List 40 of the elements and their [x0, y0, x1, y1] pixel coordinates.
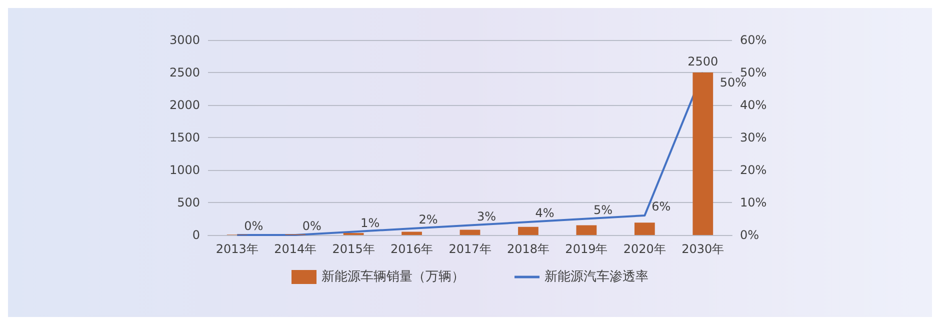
y2-tick-label: 40%	[740, 98, 767, 112]
y2-tick-label: 60%	[740, 33, 767, 47]
data-label: 0%	[302, 219, 322, 233]
data-label: 4%	[535, 206, 554, 220]
y-tick-label: 2000	[169, 98, 200, 112]
data-label: 6%	[652, 200, 671, 214]
y2-tick-label: 10%	[740, 196, 767, 210]
data-label: 1%	[360, 216, 380, 230]
line-series	[236, 72, 704, 236]
y-tick-label: 2500	[169, 66, 200, 80]
data-label: 5%	[593, 202, 612, 217]
x-tick-label: 2015年	[332, 242, 375, 256]
x-tick-label: 2030年	[682, 242, 724, 256]
legend-label: 新能源汽车渗透率	[544, 268, 648, 284]
x-tick-label: 2017年	[448, 242, 492, 256]
x-tick-label: 2019年	[565, 242, 608, 256]
x-tick-label: 2018年	[506, 242, 550, 256]
data-label: 0%	[244, 219, 264, 233]
legend-label: 新能源车辆销量（万辆）	[322, 270, 464, 284]
y-tick-label: 1500	[169, 130, 200, 144]
data-label: 2%	[418, 212, 438, 226]
x-tick-label: 2014年	[274, 242, 317, 256]
y-tick-label: 500	[177, 196, 200, 210]
bar	[460, 230, 480, 235]
bar	[402, 232, 422, 235]
data-label: 3%	[477, 209, 496, 224]
bar	[518, 226, 538, 235]
y-tick-label: 3000	[169, 33, 200, 47]
y2-tick-label: 30%	[740, 130, 767, 144]
x-tick-label: 2013年	[216, 242, 258, 256]
x-tick-label: 2016年	[390, 242, 434, 256]
y-tick-label: 1000	[169, 163, 200, 177]
bar	[576, 225, 597, 235]
data-label: 2500	[688, 54, 718, 68]
bar	[692, 72, 714, 235]
bar	[634, 222, 655, 235]
y-tick-label: 0	[192, 228, 200, 242]
y2-tick-label: 20%	[740, 163, 767, 177]
y2-tick-label: 0%	[740, 228, 760, 242]
x-tick-label: 2020年	[623, 242, 666, 256]
